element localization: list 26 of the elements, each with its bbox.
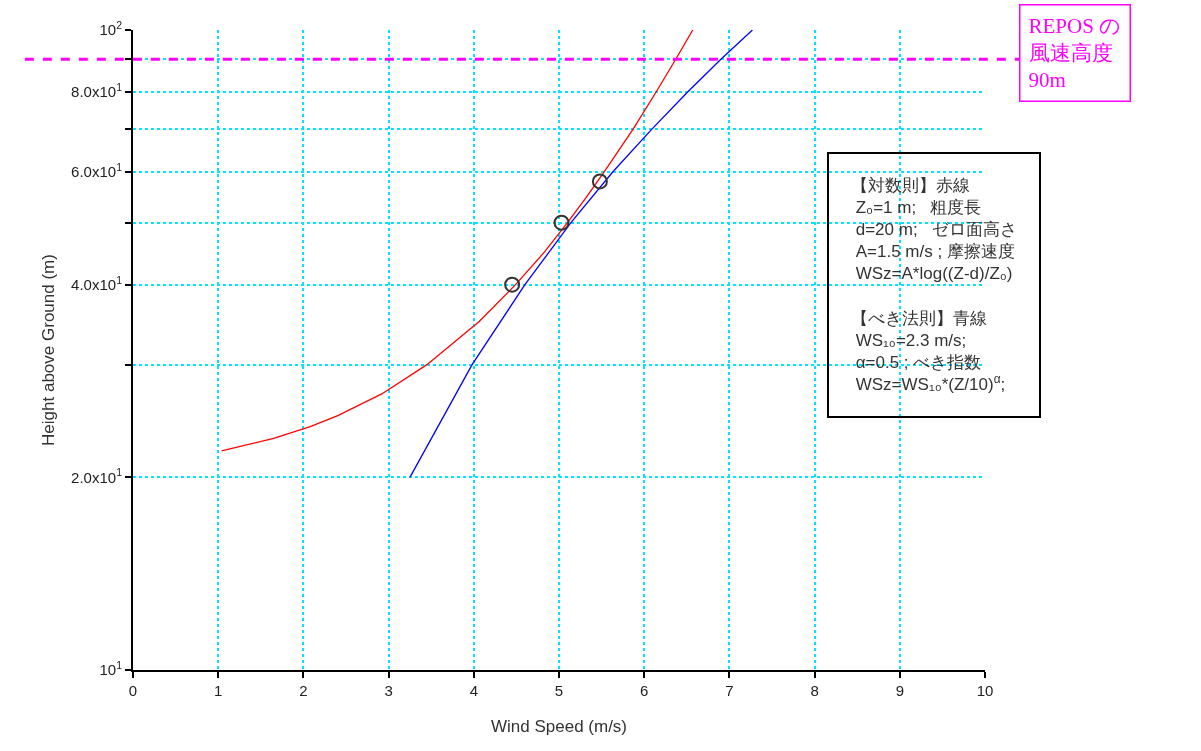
x-tick-label: 5 (554, 682, 564, 699)
y-tick-label: 2.0x10$^{1}$ (71, 466, 123, 486)
x-tick-label: 10 (976, 682, 994, 699)
ref-line-label: REPOS の風速高度90m (1028, 13, 1122, 93)
x-tick-label: 1 (214, 682, 223, 699)
y-tick-label: 6.0x10$^{1}$ (71, 160, 123, 181)
y-tick-label: 4.0x10$^{1}$ (71, 273, 123, 293)
text: 【対数則】赤線 Z₀=1 m; 粗度長 d=20 m; ゼロ面高さ A=1.5 m/s ; 摩擦速度 WSz=A*log((Z-d)/Z₀) 【べき法則】青線 WS₁₀=2.3 m/s; α=0.5 ; べき指数 WSz=WS₁₀*(Z/10)$^{α}$; (851, 176, 1017, 394)
y-tick-label: 10$^{2}$ (99, 18, 123, 39)
point (553, 214, 570, 231)
point (504, 276, 521, 293)
y-tick-label: 8.0x10$^{1}$ (71, 80, 123, 101)
y-tick-label: 10$^{1}$ (99, 658, 123, 679)
x-tick-label: 6 (640, 682, 649, 699)
line-series (220, 30, 694, 452)
x-tick-label: 2 (299, 682, 308, 699)
y-axis-title: Height above Ground (m) (39, 254, 59, 446)
x-tick-label: 0 (128, 682, 138, 699)
line-series (409, 30, 754, 478)
point (591, 173, 608, 190)
x-tick-label: 4 (469, 682, 478, 699)
x-tick-label: 9 (895, 682, 904, 699)
x-tick-label: 7 (725, 682, 734, 699)
x-tick-label: 3 (384, 682, 393, 699)
x-axis-title: Wind Speed (m/s) (490, 716, 628, 736)
x-tick-label: 8 (810, 682, 819, 699)
